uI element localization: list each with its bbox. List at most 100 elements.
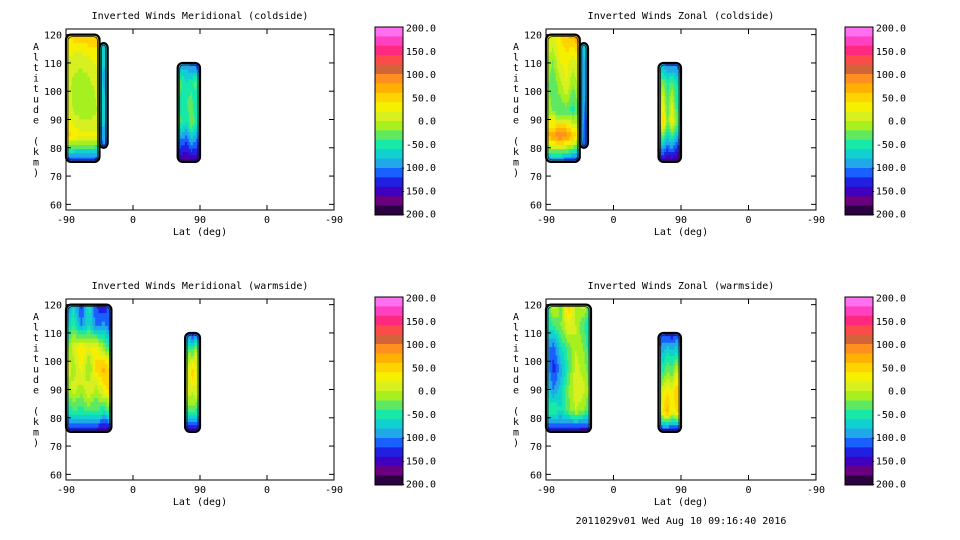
contour-cell [87, 47, 90, 53]
contour-cell [89, 34, 92, 40]
contour-cell [562, 55, 565, 61]
contour-cell [193, 86, 196, 90]
contour-cell [668, 119, 671, 123]
contour-cell [189, 155, 192, 160]
contour-cell [665, 119, 668, 123]
contour-cell [188, 135, 191, 140]
contour-cell [665, 115, 668, 120]
contour-cell [97, 132, 99, 138]
contour-cell [561, 115, 564, 121]
contour-cell [85, 153, 87, 159]
contour-cell [83, 153, 86, 159]
contour-cell [192, 155, 194, 160]
contour-cell [93, 102, 96, 108]
contour-cell [80, 72, 83, 78]
contour-cell [97, 153, 99, 159]
contour-cell [566, 102, 569, 108]
contour-cell [185, 89, 188, 94]
contour-cell [665, 135, 668, 140]
contour-cell [562, 132, 565, 138]
contour-cell [548, 127, 551, 133]
contour-cell [192, 155, 195, 160]
contour-cell [554, 127, 557, 133]
colorbar-label: -150.0 [400, 186, 436, 197]
contour-cell [68, 68, 71, 74]
contour-cell [91, 72, 93, 78]
contour-cell [85, 89, 87, 95]
contour-cell [184, 122, 187, 127]
contour-cell [568, 89, 571, 95]
contour-cell [661, 119, 664, 123]
contour-cell [95, 98, 98, 104]
contour-cell [74, 89, 77, 95]
contour-cell [553, 149, 556, 155]
contour-cell [677, 125, 680, 130]
contour-cell [88, 94, 91, 99]
contour-cell [192, 92, 195, 97]
contour-cell [568, 132, 571, 138]
contour-cell [555, 89, 558, 95]
contour-cell [79, 119, 81, 125]
contour-cell [95, 127, 98, 133]
contour-cell [670, 109, 672, 114]
contour-cell [573, 77, 576, 82]
contour-cell [552, 119, 554, 125]
chart-title: Inverted Winds Meridional (coldside) [92, 11, 309, 22]
contour-cell [661, 128, 664, 133]
contour-cell [192, 66, 195, 71]
contour-cell [671, 79, 673, 84]
contour-cell [79, 81, 81, 87]
contour-cell [180, 79, 182, 84]
contour-cell [191, 105, 193, 110]
contour-cell [193, 145, 196, 150]
contour-cell [194, 89, 196, 94]
contour-cell [80, 106, 83, 112]
contour-cell [664, 66, 667, 71]
contour-cell [73, 127, 75, 133]
contour-cell [77, 89, 80, 95]
contour-cell [570, 60, 572, 65]
contour-cell [560, 153, 563, 159]
contour-cell [94, 38, 97, 44]
contour-cell [556, 149, 559, 155]
contour-cell [70, 77, 73, 82]
contour-cell [573, 94, 576, 99]
contour-cell [189, 79, 192, 84]
contour-cell [676, 142, 679, 147]
contour-cell [565, 34, 568, 40]
contour-cell [556, 51, 559, 57]
contour-cell [81, 111, 84, 116]
contour-cell [76, 60, 79, 65]
contour-cell [189, 138, 192, 143]
contour-cell [664, 102, 667, 107]
contour-cell [76, 89, 79, 95]
contour-cell [187, 95, 189, 100]
contour-cell [87, 98, 90, 104]
contour-cell [196, 112, 198, 117]
contour-cell [85, 149, 87, 155]
contour-cell [564, 81, 566, 87]
contour-cell [79, 140, 81, 146]
contour-cell [192, 69, 194, 74]
contour-cell [183, 69, 185, 74]
contour-cell [664, 95, 667, 100]
contour-cell [566, 115, 569, 121]
contour-cell [560, 47, 563, 53]
contour-cell [80, 127, 83, 133]
contour-cell [180, 89, 183, 94]
contour-cell [555, 34, 558, 40]
contour-cell [194, 132, 196, 137]
contour-cell [95, 119, 98, 125]
contour-cell [672, 105, 674, 110]
contour-cell [664, 102, 666, 107]
contour-cell [184, 109, 186, 114]
contour-cell [666, 132, 668, 137]
contour-cell [576, 85, 578, 91]
contour-cell [561, 106, 564, 112]
contour-cell [68, 55, 71, 61]
contour-cell [663, 145, 665, 150]
contour-cell [180, 86, 182, 90]
contour-cell [94, 132, 97, 138]
contour-cell [191, 102, 193, 107]
contour-cell [75, 132, 78, 138]
